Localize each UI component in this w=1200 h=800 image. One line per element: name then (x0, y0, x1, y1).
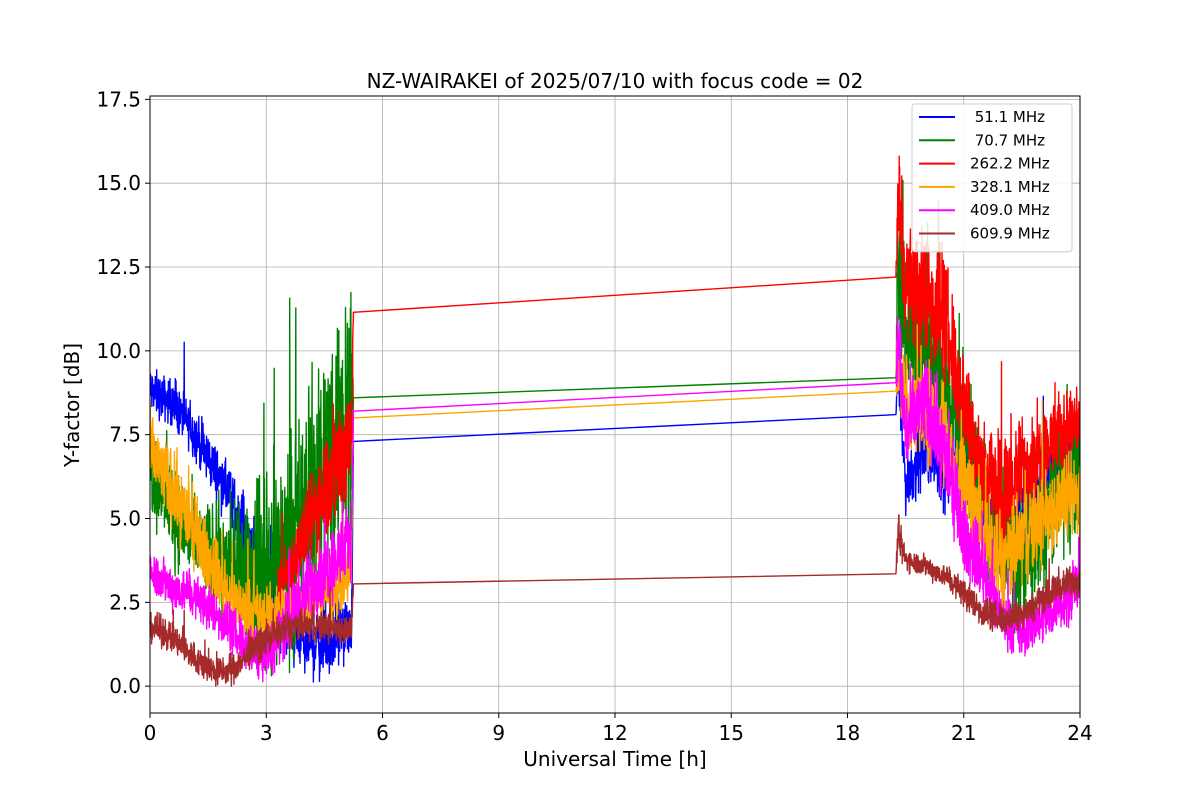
legend-label: 51.1 MHz (970, 108, 1045, 126)
chart-title: NZ-WAIRAKEI of 2025/07/10 with focus cod… (367, 69, 864, 93)
x-tick-label: 9 (492, 721, 505, 745)
legend-label: 70.7 MHz (970, 131, 1045, 149)
legend-label: 609.9 MHz (970, 225, 1050, 243)
legend-label: 409.0 MHz (970, 201, 1050, 219)
y-tick-label: 10.0 (96, 339, 141, 363)
y-axis-label: Y-factor [dB] (60, 343, 84, 468)
y-tick-label: 7.5 (109, 423, 141, 447)
x-tick-label: 6 (376, 721, 389, 745)
series-line-2 (277, 155, 1081, 611)
y-tick-label: 17.5 (96, 87, 141, 111)
legend: 51.1 MHz 70.7 MHz 262.2 MHz 328.1 MHz 409.0… (911, 103, 1073, 253)
x-tick-label: 0 (144, 721, 157, 745)
y-tick-label: 2.5 (109, 590, 141, 614)
series-layer (149, 155, 1081, 687)
y-tick-label: 12.5 (96, 255, 141, 279)
x-tick-label: 15 (719, 721, 744, 745)
x-tick-label: 18 (835, 721, 860, 745)
series-line-4 (149, 316, 1081, 683)
x-tick-label: 24 (1067, 721, 1092, 745)
x-axis-label: Universal Time [h] (523, 747, 706, 771)
x-tick-label: 3 (260, 721, 273, 745)
x-tick-label: 21 (951, 721, 976, 745)
series-line-5 (149, 514, 1081, 687)
y-tick-label: 15.0 (96, 171, 141, 195)
legend-label: 262.2 MHz (970, 155, 1050, 173)
y-tick-label: 5.0 (109, 507, 141, 531)
y-tick-label: 0.0 (109, 674, 141, 698)
axes: 0 3 6 9 12 15 18 21 24 0.0 2.5 5.0 7.5 10.0 12.5 15.0 17… (96, 87, 1092, 745)
x-tick-label: 12 (602, 721, 627, 745)
legend-label: 328.1 MHz (970, 178, 1050, 196)
